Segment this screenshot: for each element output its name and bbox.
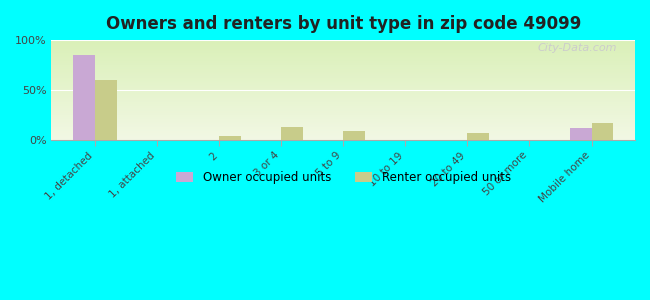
Bar bbox=[281, 127, 303, 140]
Bar bbox=[343, 131, 365, 140]
Bar bbox=[73, 55, 95, 140]
Bar bbox=[467, 133, 489, 140]
Bar bbox=[219, 136, 240, 140]
Title: Owners and renters by unit type in zip code 49099: Owners and renters by unit type in zip c… bbox=[105, 15, 581, 33]
Text: City-Data.com: City-Data.com bbox=[538, 43, 617, 53]
Bar bbox=[592, 123, 613, 140]
Bar bbox=[95, 80, 116, 140]
Legend: Owner occupied units, Renter occupied units: Owner occupied units, Renter occupied un… bbox=[171, 167, 515, 189]
Bar bbox=[570, 128, 592, 140]
